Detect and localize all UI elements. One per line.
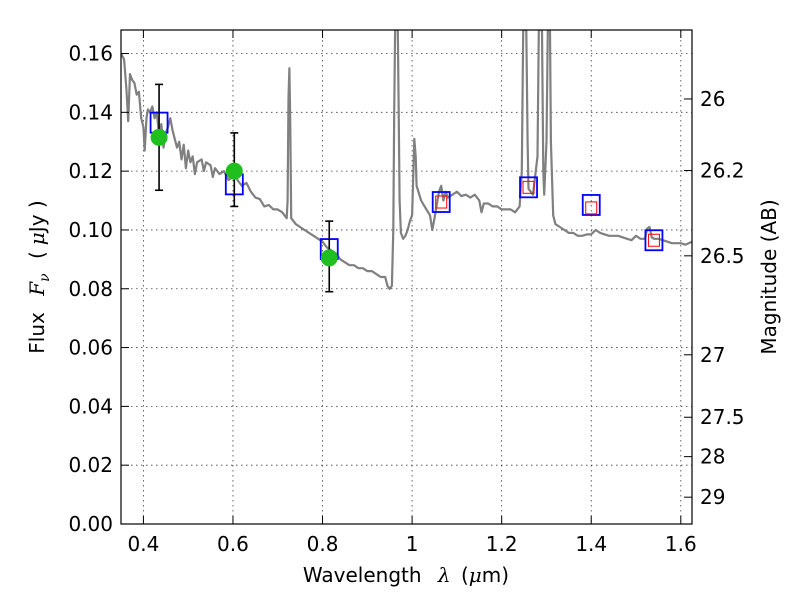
model-photometry-square [581, 194, 601, 216]
y-axis-title: Flux Fν (μJy ) [25, 200, 54, 353]
model-photometry-square [644, 229, 664, 252]
y-tick-label: 0.06 [68, 336, 113, 360]
y2-tick-label: 26 [700, 87, 725, 111]
y2-axis-title: Magnitude (AB) [757, 199, 781, 354]
observed-limit-square [647, 233, 660, 247]
x-tick-label: 1.2 [486, 532, 518, 556]
y-tick-label: 0.16 [68, 42, 113, 66]
observed-detection-point [150, 128, 168, 146]
observed-limit-square [435, 195, 448, 209]
x-tick-label: 1.6 [665, 532, 697, 556]
y2-tick-label: 27 [700, 343, 725, 367]
y-tick-label: 0.10 [68, 218, 113, 242]
x-tick-label: 1 [406, 532, 419, 556]
model-photometry-square [519, 176, 538, 199]
plot-frame [120, 29, 693, 525]
tick-labels: 0.4 0.6 0.8 1 1.2 1.4 1.6 0.00 0.02 0.04 0.06 0.08 0… [68, 42, 744, 556]
x-tick-label: 0.8 [307, 532, 339, 556]
y-tick-label: 0.14 [68, 100, 113, 124]
model-photometry-square [431, 191, 451, 213]
observed-detection-point [320, 249, 338, 267]
grid [121, 30, 692, 525]
y-tick-label: 0.00 [68, 512, 113, 536]
y2-tick-label: 29 [700, 485, 725, 509]
axis-ticks [121, 30, 692, 525]
y-tick-label: 0.04 [68, 394, 113, 418]
y2-tick-label: 26.2 [700, 158, 745, 182]
x-tick-label: 0.6 [217, 532, 249, 556]
observed-detection-point [225, 162, 243, 180]
plot-area [121, 30, 692, 293]
y-tick-label: 0.12 [68, 159, 113, 183]
observed-limit-square [585, 201, 598, 215]
observed-limit-square [522, 180, 535, 194]
x-tick-label: 0.4 [127, 532, 159, 556]
sed-model-line [121, 30, 692, 290]
y2-tick-label: 26.5 [700, 244, 745, 268]
y-tick-label: 0.08 [68, 277, 113, 301]
x-axis-title: Wavelength λ (μm) [303, 563, 509, 587]
x-tick-label: 1.4 [575, 532, 607, 556]
y2-tick-label: 28 [700, 445, 725, 469]
y2-tick-label: 27.5 [700, 405, 745, 429]
y-tick-label: 0.02 [68, 453, 113, 477]
